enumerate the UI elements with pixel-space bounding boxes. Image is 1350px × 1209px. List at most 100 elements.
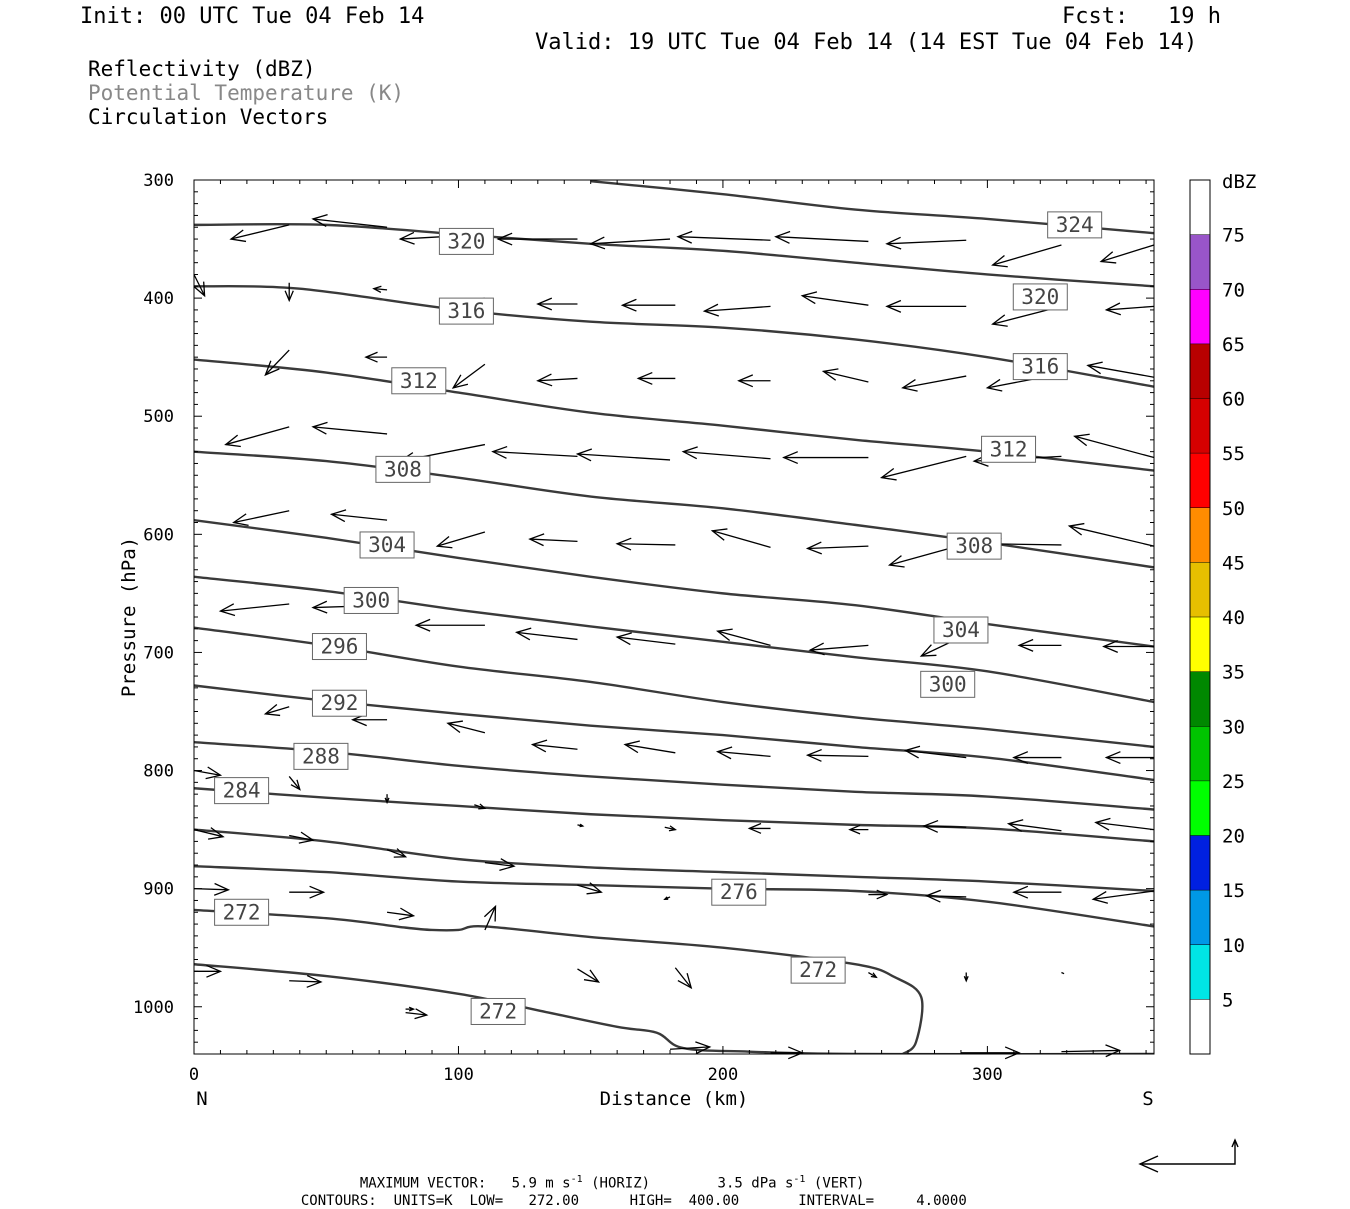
contour-info-line: CONTOURS: UNITS=K LOW= 272.00 HIGH= 400.…	[284, 1177, 967, 1209]
vector-head	[800, 291, 818, 305]
vector-shaft	[717, 750, 771, 758]
circulation-vector	[774, 230, 869, 244]
y-tick-label: 600	[143, 525, 174, 545]
vector-head	[747, 822, 762, 834]
circulation-vector	[848, 824, 869, 835]
circulation-vector	[496, 232, 578, 246]
theta-contour	[194, 865, 1154, 928]
circulation-vector	[747, 822, 771, 834]
circulation-vector	[491, 445, 578, 459]
contour-label-text: 308	[384, 457, 422, 481]
colorbar-swatch	[1190, 507, 1210, 563]
colorbar: 5 10 15 20 25 30 35 40 45 50 55 60 65 70 75	[1189, 179, 1245, 1055]
vector-head	[1091, 891, 1109, 904]
circulation-vector	[800, 291, 869, 306]
vector-head	[263, 703, 281, 717]
y-tick-label: 900	[143, 880, 174, 900]
contour-label-text: 300	[929, 672, 967, 696]
colorbar-swatch	[1190, 562, 1210, 617]
vector-shaft	[529, 538, 578, 543]
colorbar-swatch	[1190, 890, 1210, 945]
contour-label-text: 276	[720, 880, 758, 904]
vector-head	[589, 236, 606, 250]
contour-label-box	[438, 227, 494, 255]
colorbar-swatch	[1190, 453, 1210, 508]
x-end-right-label: S	[1142, 1088, 1153, 1110]
vector-shaft	[902, 375, 967, 389]
vector-head	[205, 766, 223, 780]
vector-shaft	[775, 236, 869, 243]
vector-head	[290, 779, 301, 791]
vector-head	[398, 231, 415, 245]
theta-contour	[194, 450, 1154, 569]
vector-head	[284, 290, 294, 303]
contour-label-box	[214, 898, 270, 926]
max-vert-exponent: -1	[793, 1174, 806, 1185]
contour-label: 316	[1012, 353, 1068, 381]
circulation-vector	[414, 618, 485, 632]
colorbar-swatch	[1190, 671, 1210, 727]
vector-shaft	[577, 453, 671, 461]
contour-label-text: 304	[942, 618, 980, 642]
circulation-vector	[770, 1046, 804, 1060]
circulation-vector	[446, 720, 486, 734]
circulation-vector	[405, 1006, 416, 1012]
vector-shaft	[265, 706, 290, 715]
circulation-vector	[903, 745, 967, 759]
vector-head	[446, 720, 463, 733]
vector-head	[1099, 251, 1117, 264]
colorbar-swatch	[1190, 617, 1210, 672]
field-circulation-vectors: Circulation Vectors	[88, 105, 329, 129]
contour-label-box	[1012, 283, 1068, 311]
vector-head	[663, 896, 669, 900]
contour-label-box	[470, 997, 526, 1025]
circulation-vector	[289, 831, 315, 844]
vector-head	[1067, 522, 1085, 536]
vector-shaft	[233, 510, 290, 524]
colorbar-level-label: 25	[1222, 771, 1245, 793]
vector-head	[364, 351, 378, 363]
circulation-vector	[922, 819, 967, 833]
colorbar-swatch	[1190, 780, 1210, 836]
vector-head	[620, 298, 637, 312]
vector-shaft	[590, 238, 671, 245]
colorbar-level-label: 40	[1222, 607, 1245, 629]
vector-shaft	[926, 895, 967, 898]
vector-head	[193, 281, 206, 298]
vector-head	[808, 642, 825, 656]
x-axis-label: Distance (km)	[600, 1088, 749, 1110]
vector-shaft	[674, 967, 692, 989]
vector-head	[218, 603, 236, 617]
circulation-vector	[716, 628, 771, 646]
vector-shaft	[802, 295, 869, 306]
vector-head	[677, 973, 693, 990]
vector-head	[1104, 751, 1121, 765]
circulation-vector	[224, 426, 290, 448]
contour-label: 292	[311, 689, 367, 717]
vector-shaft	[1061, 971, 1065, 975]
circulation-vector	[805, 541, 869, 555]
vector-head	[924, 889, 941, 903]
contour-label-text: 272	[479, 999, 517, 1023]
circulation-vector	[702, 303, 771, 317]
vector-head	[483, 904, 497, 922]
circulation-vector	[960, 1046, 1021, 1060]
circulation-vector	[664, 825, 677, 832]
vector-shaft	[923, 825, 967, 828]
theta-contour	[194, 908, 924, 1054]
contour-label-text: 324	[1056, 213, 1094, 237]
vector-head	[885, 236, 902, 250]
contour-label-text: 316	[1021, 355, 1059, 379]
contour-label-text: 312	[400, 369, 438, 393]
vector-head	[1094, 817, 1111, 831]
theta-contour	[194, 222, 1154, 288]
contour-label-box	[391, 367, 447, 395]
colorbar-level-label: 45	[1222, 552, 1245, 574]
circulation-vector	[868, 889, 889, 900]
y-axis-label: Pressure (hPa)	[118, 537, 140, 697]
circulation-vector	[386, 848, 408, 858]
max-vert-value: 3.5 dPa s	[717, 1175, 794, 1192]
vector-head	[393, 848, 408, 858]
max-horiz-value: 5.9 m s	[511, 1175, 571, 1192]
vector-shaft	[474, 804, 486, 809]
